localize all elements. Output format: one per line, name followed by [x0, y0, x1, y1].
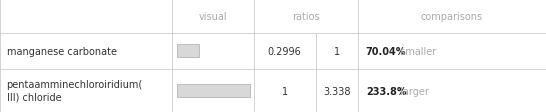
Text: 1: 1: [334, 47, 340, 56]
Text: visual: visual: [199, 12, 227, 22]
Text: pentaamminechloroiridium(
III) chloride: pentaamminechloroiridium( III) chloride: [7, 80, 143, 102]
Text: 233.8%: 233.8%: [366, 86, 406, 96]
Text: 3.338: 3.338: [323, 86, 351, 96]
Text: 1: 1: [282, 86, 288, 96]
Text: 70.04%: 70.04%: [366, 47, 406, 56]
Bar: [177, 84, 250, 97]
Text: manganese carbonate: manganese carbonate: [7, 47, 116, 56]
Bar: [177, 45, 199, 58]
Text: 0.2996: 0.2996: [268, 47, 301, 56]
Text: smaller: smaller: [397, 47, 436, 56]
Text: larger: larger: [397, 86, 429, 96]
Text: comparisons: comparisons: [421, 12, 483, 22]
Text: ratios: ratios: [292, 12, 319, 22]
